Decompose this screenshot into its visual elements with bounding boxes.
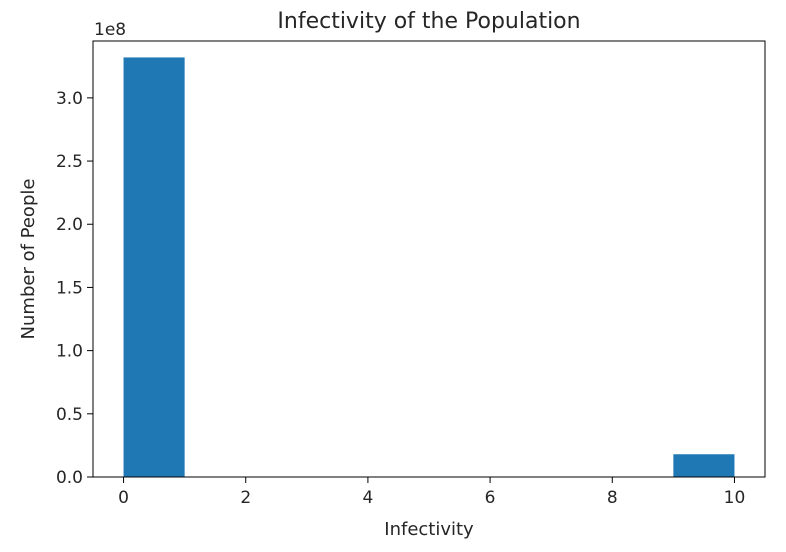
y-axis-offset-label: 1e8 [94,20,126,40]
y-tick-label: 3.0 [56,89,83,109]
y-tick-label: 0.5 [56,405,83,425]
x-tick-label: 6 [485,488,496,508]
histogram-bar-9 [673,454,735,477]
plot-area-frame [92,40,766,478]
bars-layer [123,57,735,477]
x-axis-label: Infectivity [384,519,474,540]
y-tick-label: 1.0 [56,342,83,362]
x-tick-label: 0 [118,488,129,508]
y-axis-label: Number of People [18,179,39,340]
x-tick-label: 10 [724,488,746,508]
chart-title: Infectivity of the Population [277,9,580,34]
y-tick-label: 1.5 [56,278,83,298]
y-axis-ticks: 0.0 0.5 1.0 1.5 2.0 2.5 3.0 [56,89,93,488]
x-tick-label: 4 [362,488,373,508]
x-axis-ticks: 0 2 4 6 8 10 [118,477,745,508]
x-tick-label: 8 [607,488,618,508]
y-tick-label: 2.5 [56,152,83,172]
y-tick-label: 2.0 [56,215,83,235]
histogram-bar-0 [123,57,185,477]
x-tick-label: 2 [240,488,251,508]
y-tick-label: 0.0 [56,468,83,488]
